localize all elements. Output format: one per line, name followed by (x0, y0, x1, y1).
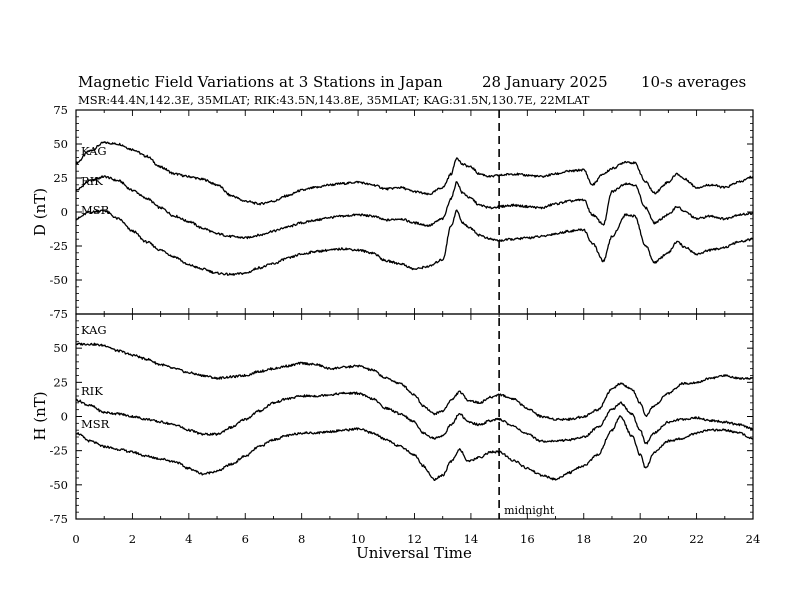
y-tick-label: 0 (61, 410, 68, 424)
x-tick-label: 12 (407, 532, 422, 546)
y-tick-label: 50 (53, 341, 68, 355)
x-tick-label: 0 (72, 532, 79, 546)
d-panel-frame (75, 109, 754, 315)
chart-title: Magnetic Field Variations at 3 Stations … (78, 73, 443, 91)
h-axis-label: H (nT) (31, 391, 49, 440)
stations-info: MSR:44.4N,142.3E, 35MLAT; RIK:43.5N,143.… (78, 93, 590, 107)
series-line-rik (75, 175, 754, 240)
series-label-rik: RIK (81, 174, 103, 188)
series-label-kag: KAG (81, 323, 107, 337)
x-axis-label: Universal Time (356, 544, 472, 562)
y-tick-label: -25 (49, 444, 68, 458)
averaging-note: 10-s averages (641, 73, 746, 91)
d-panel: 75 50 25 0 -25 -50 -75 KAG RIK MSR (49, 103, 754, 321)
x-tick-label: 6 (242, 532, 249, 546)
y-tick-label: -75 (49, 307, 68, 321)
series-line-rik (75, 391, 754, 445)
x-tick-label: 4 (185, 532, 192, 546)
y-tick-label: 50 (53, 137, 68, 151)
d-axis-label: D (nT) (31, 188, 49, 236)
y-tick-label: -25 (49, 239, 68, 253)
series-label-rik: RIK (81, 384, 103, 398)
series-line-msr (75, 415, 754, 482)
x-tick-label: 18 (576, 532, 591, 546)
y-tick-label: -50 (49, 273, 68, 287)
x-tick-label: 22 (689, 532, 704, 546)
h-panel-frame (75, 313, 754, 520)
series-label-msr: MSR (81, 203, 110, 217)
x-tick-label: 24 (746, 532, 761, 546)
y-tick-label: 0 (61, 205, 68, 219)
x-tick-label: 20 (633, 532, 648, 546)
series-line-kag (75, 141, 754, 206)
y-tick-label: 75 (53, 103, 68, 117)
series-line-msr (75, 209, 754, 276)
x-tick-label: 14 (464, 532, 479, 546)
chart-date: 28 January 2025 (482, 73, 608, 91)
x-tick-label: 16 (520, 532, 535, 546)
y-tick-label: 25 (53, 375, 68, 389)
x-tick-label: 10 (351, 532, 366, 546)
midnight-label: midnight (504, 504, 555, 517)
y-tick-label: 25 (53, 171, 68, 185)
series-label-kag: KAG (81, 144, 107, 158)
series-line-kag (75, 342, 754, 421)
y-tick-label: -75 (49, 512, 68, 526)
series-label-msr: MSR (81, 417, 110, 431)
x-tick-label: 8 (298, 532, 305, 546)
x-tick-label: 2 (129, 532, 136, 546)
y-tick-label: -50 (49, 478, 68, 492)
